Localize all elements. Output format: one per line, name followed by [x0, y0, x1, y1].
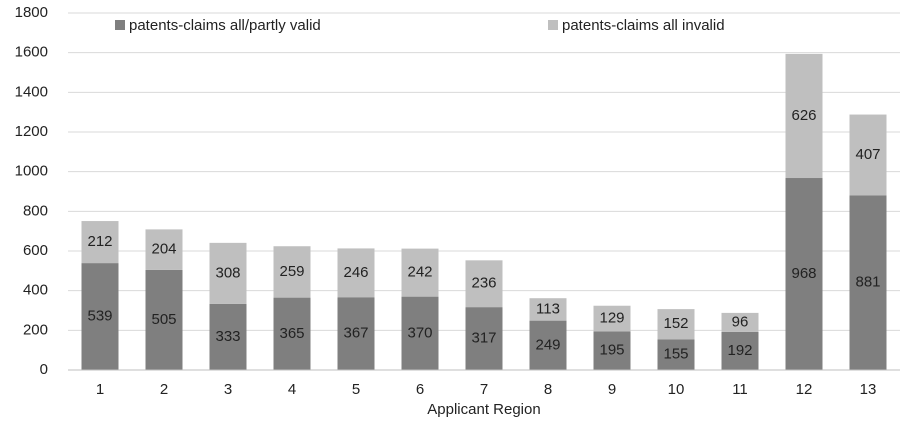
x-tick-label: 9 [608, 381, 616, 398]
data-label: 365 [279, 325, 304, 342]
bar-segment [81, 221, 119, 264]
bar-segment [145, 269, 183, 370]
data-label: 333 [215, 328, 240, 345]
bar-segment [849, 114, 887, 196]
x-tick-label: 10 [668, 381, 685, 398]
data-label: 204 [151, 241, 176, 258]
bar-segment [401, 296, 439, 370]
legend-swatch [115, 20, 125, 30]
data-label: 881 [855, 274, 880, 291]
bar-segment [81, 263, 119, 370]
y-tick-label: 400 [23, 282, 48, 299]
data-label: 308 [215, 264, 240, 281]
x-tick-label: 6 [416, 381, 424, 398]
data-label: 155 [663, 346, 688, 363]
data-label: 129 [599, 310, 624, 327]
data-label: 626 [791, 107, 816, 124]
x-tick-label: 2 [160, 381, 168, 398]
bar-segment [145, 229, 183, 270]
y-tick-label: 200 [23, 321, 48, 338]
data-label: 968 [791, 265, 816, 282]
data-label: 236 [471, 275, 496, 292]
bar-segment [529, 298, 567, 321]
bar-segment [465, 260, 503, 308]
data-label: 195 [599, 342, 624, 359]
data-label: 370 [407, 324, 432, 341]
data-label: 259 [279, 263, 304, 280]
y-tick-label: 600 [23, 242, 48, 259]
bar-segment [657, 339, 695, 370]
legend-label: patents-claims all invalid [562, 17, 725, 34]
bar-segment [401, 248, 439, 297]
bar-segment [849, 195, 887, 370]
data-label: 367 [343, 325, 368, 342]
data-label: 152 [663, 315, 688, 332]
y-tick-label: 1000 [15, 163, 48, 180]
bar-segment [721, 312, 759, 332]
x-tick-label: 8 [544, 381, 552, 398]
x-tick-label: 4 [288, 381, 296, 398]
data-label: 246 [343, 264, 368, 281]
x-tick-label: 3 [224, 381, 232, 398]
bar-segment [657, 309, 695, 340]
data-label: 96 [732, 313, 749, 330]
bar-segment [721, 331, 759, 370]
x-tick-label: 13 [860, 381, 877, 398]
y-tick-label: 800 [23, 202, 48, 219]
y-tick-label: 1600 [15, 44, 48, 61]
bar-segment [465, 307, 503, 370]
data-label: 317 [471, 330, 496, 347]
x-tick-label: 12 [796, 381, 813, 398]
bar-segment [529, 320, 567, 370]
bar-segment [209, 242, 247, 304]
data-label: 212 [87, 233, 112, 250]
y-tick-label: 1200 [15, 123, 48, 140]
bar-segment [273, 297, 311, 370]
bar-segment [337, 297, 375, 370]
x-tick-label: 1 [96, 381, 104, 398]
bar-segment [273, 246, 311, 298]
x-tick-label: 11 [732, 381, 748, 398]
data-label: 539 [87, 308, 112, 325]
x-tick-label: 7 [480, 381, 488, 398]
legend-label: patents-claims all/partly valid [129, 17, 321, 34]
data-label: 242 [407, 264, 432, 281]
x-tick-label: 5 [352, 381, 360, 398]
data-label: 249 [535, 336, 560, 353]
y-tick-label: 0 [40, 361, 48, 378]
bar-segment [209, 303, 247, 370]
legend-swatch [548, 20, 558, 30]
bar-segment [337, 248, 375, 298]
bar-segment [593, 331, 631, 370]
bar-segment [785, 53, 823, 179]
bar-segment [785, 178, 823, 370]
x-axis-title: Applicant Region [427, 401, 540, 418]
y-tick-label: 1400 [15, 83, 48, 100]
data-label: 113 [536, 300, 560, 317]
data-label: 505 [151, 311, 176, 328]
y-tick-label: 1800 [15, 4, 48, 21]
data-label: 407 [855, 146, 880, 163]
data-label: 192 [727, 342, 752, 359]
bar-segment [593, 305, 631, 332]
